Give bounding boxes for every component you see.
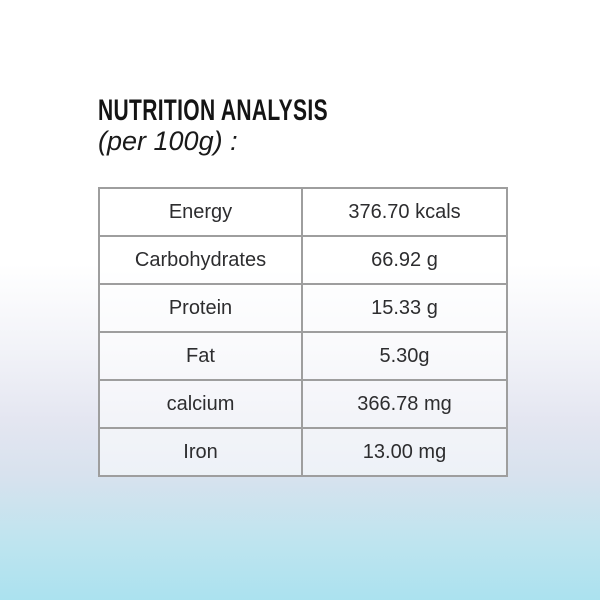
nutrient-value-cell: 66.92 g: [301, 235, 508, 285]
nutrient-label-cell: Iron: [98, 427, 303, 477]
header: NUTRITION ANALYSIS (per 100g) :: [98, 96, 426, 156]
page-subtitle: (per 100g) :: [98, 126, 238, 156]
nutrient-label-cell: calcium: [98, 379, 303, 429]
nutrition-table: Energy 376.70 kcals Carbohydrates 66.92 …: [98, 187, 508, 477]
nutrient-label-cell: Carbohydrates: [98, 235, 303, 285]
nutrition-table-body: Energy 376.70 kcals Carbohydrates 66.92 …: [98, 187, 508, 477]
nutrient-label-cell: Fat: [98, 331, 303, 381]
nutrient-label-cell: Protein: [98, 283, 303, 333]
nutrient-value-cell: 376.70 kcals: [301, 187, 508, 237]
nutrient-value-cell: 13.00 mg: [301, 427, 508, 477]
table-row: Fat 5.30g: [98, 331, 508, 381]
table-row: Protein 15.33 g: [98, 283, 508, 333]
table-row: Energy 376.70 kcals: [98, 187, 508, 237]
page-title: NUTRITION ANALYSIS: [98, 94, 328, 127]
table-row: calcium 366.78 mg: [98, 379, 508, 429]
nutrient-value-cell: 15.33 g: [301, 283, 508, 333]
table-row: Carbohydrates 66.92 g: [98, 235, 508, 285]
nutrient-value-cell: 5.30g: [301, 331, 508, 381]
table-row: Iron 13.00 mg: [98, 427, 508, 477]
nutrient-label-cell: Energy: [98, 187, 303, 237]
nutrient-value-cell: 366.78 mg: [301, 379, 508, 429]
